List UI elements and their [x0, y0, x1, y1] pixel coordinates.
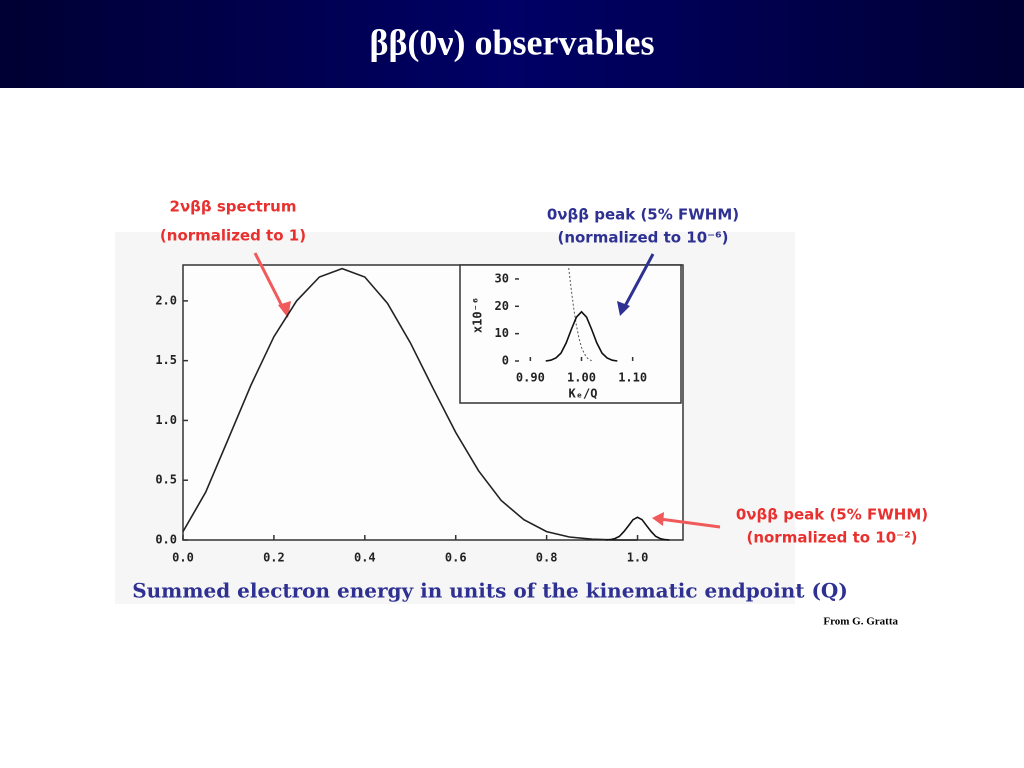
- y-tick-label: 10: [495, 326, 509, 340]
- arrow: [622, 253, 655, 309]
- x-tick-label: 0.90: [516, 371, 545, 385]
- arrow-head: [617, 301, 630, 316]
- data-line: [568, 267, 592, 362]
- arrow: [253, 252, 287, 313]
- annotation: (normalized to 10⁻²): [746, 529, 917, 547]
- y-tick-label: 0.5: [155, 473, 177, 487]
- annotation: 0νββ peak (5% FWHM): [736, 506, 928, 524]
- x-tick-label: 1.00: [567, 371, 596, 385]
- data-line: [182, 267, 638, 541]
- y-tick-label: 2.0: [155, 293, 177, 307]
- y-tick-label: 30: [495, 271, 509, 285]
- arrow: [659, 517, 721, 529]
- annotation: (normalized to 1): [160, 227, 306, 245]
- arrow-head: [652, 512, 664, 526]
- y-tick-label: 0.0: [155, 533, 177, 547]
- data-line: [545, 310, 618, 362]
- x-tick-label: 0.0: [172, 551, 194, 565]
- x-tick-label: 0.6: [445, 551, 467, 565]
- y-tick-label: 20: [495, 299, 509, 313]
- inset-y-label: x10⁻⁶: [471, 297, 485, 333]
- inset-x-label: Kₑ/Q: [569, 387, 598, 401]
- x-tick-label: 1.10: [618, 371, 647, 385]
- credit: From G. Gratta: [823, 616, 898, 628]
- x-tick-label: 0.4: [354, 551, 376, 565]
- x-axis-label: Summed electron energy in units of the k…: [132, 579, 848, 603]
- y-tick-label: 1.0: [155, 413, 177, 427]
- annotation: 2νββ spectrum: [170, 198, 297, 216]
- inset-frame: [459, 264, 682, 404]
- y-tick-label: 0: [502, 354, 509, 368]
- annotation: 0νββ peak (5% FWHM): [547, 206, 739, 224]
- slide-title: ββ(0ν) observables: [370, 22, 655, 62]
- x-tick-label: 0.2: [263, 551, 285, 565]
- data-line: [605, 516, 670, 541]
- x-tick-label: 1.0: [627, 551, 649, 565]
- annotation: (normalized to 10⁻⁶): [557, 229, 728, 247]
- y-tick-label: 1.5: [155, 353, 177, 367]
- x-tick-label: 0.8: [536, 551, 558, 565]
- header-bar: [0, 0, 1024, 88]
